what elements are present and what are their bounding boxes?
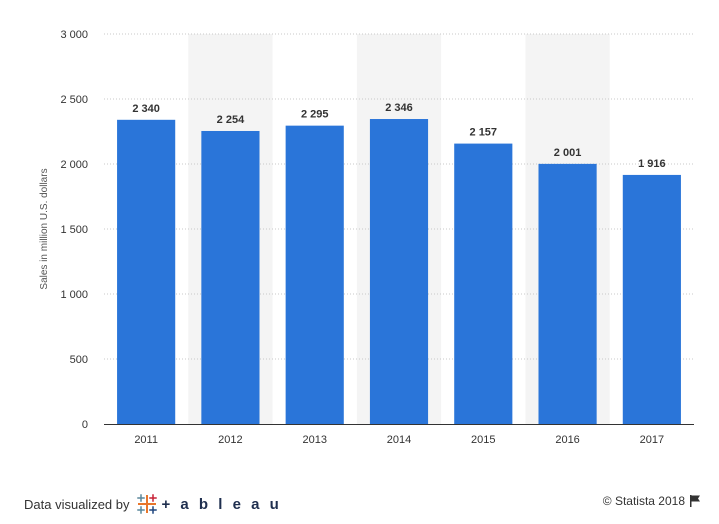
bar-2015 <box>454 143 513 424</box>
copyright-text: © Statista 2018 <box>602 494 685 508</box>
footer-credit: Data visualized by + a b l e a u <box>24 490 282 518</box>
data-label-2016: 2 001 <box>554 147 582 159</box>
bar-2013 <box>285 125 344 425</box>
x-tick-label-2011: 2011 <box>134 434 158 446</box>
y-tick-label: 1 500 <box>60 224 88 236</box>
y-tick-label: 2 000 <box>60 159 88 171</box>
bar-2012 <box>201 130 260 425</box>
tableau-wordmark: + a b l e a u <box>161 495 282 513</box>
bars <box>117 119 681 425</box>
y-tick-label: 1 000 <box>60 289 88 301</box>
bar-2014 <box>369 119 429 425</box>
x-tick-labels: 2011 2012 2013 2014 2015 2016 2017 <box>134 434 664 446</box>
y-tick-labels: 0 500 1 000 1 500 2 000 2 500 3 000 <box>60 29 88 431</box>
bar-2016 <box>538 163 597 424</box>
bar-2017 <box>622 174 681 424</box>
data-visualized-by-text: Data visualized by <box>24 496 130 512</box>
data-label-2017: 1 916 <box>638 158 666 170</box>
x-tick-label-2017: 2017 <box>640 434 664 446</box>
data-label-2015: 2 157 <box>470 127 498 139</box>
data-label-2014: 2 346 <box>385 102 413 114</box>
y-tick-label: 3 000 <box>60 29 88 41</box>
y-tick-label: 2 500 <box>60 94 88 106</box>
x-tick-label-2015: 2015 <box>471 434 495 446</box>
data-label-2011: 2 340 <box>132 103 160 115</box>
tableau-logo-icon <box>136 494 157 514</box>
x-tick-label-2016: 2016 <box>555 434 579 446</box>
data-label-2012: 2 254 <box>217 114 245 126</box>
x-tick-label-2014: 2014 <box>387 434 411 446</box>
x-tick-label-2013: 2013 <box>302 434 326 446</box>
data-labels: 2 340 2 254 2 295 2 346 2 157 2 001 1 916 <box>132 102 665 170</box>
y-tick-label: 500 <box>70 354 88 366</box>
flag-icon[interactable] <box>690 495 701 507</box>
y-tick-label: 0 <box>82 419 88 431</box>
data-label-2013: 2 295 <box>301 109 329 121</box>
statista-credit: © Statista 2018 <box>603 494 701 508</box>
bar-2011 <box>117 119 176 425</box>
y-axis-label: Sales in million U.S. dollars <box>39 168 50 289</box>
x-tick-label-2012: 2012 <box>218 434 242 446</box>
bar-chart: 2 340 2 254 2 295 2 346 2 157 2 001 1 916 0 500… <box>39 29 694 446</box>
